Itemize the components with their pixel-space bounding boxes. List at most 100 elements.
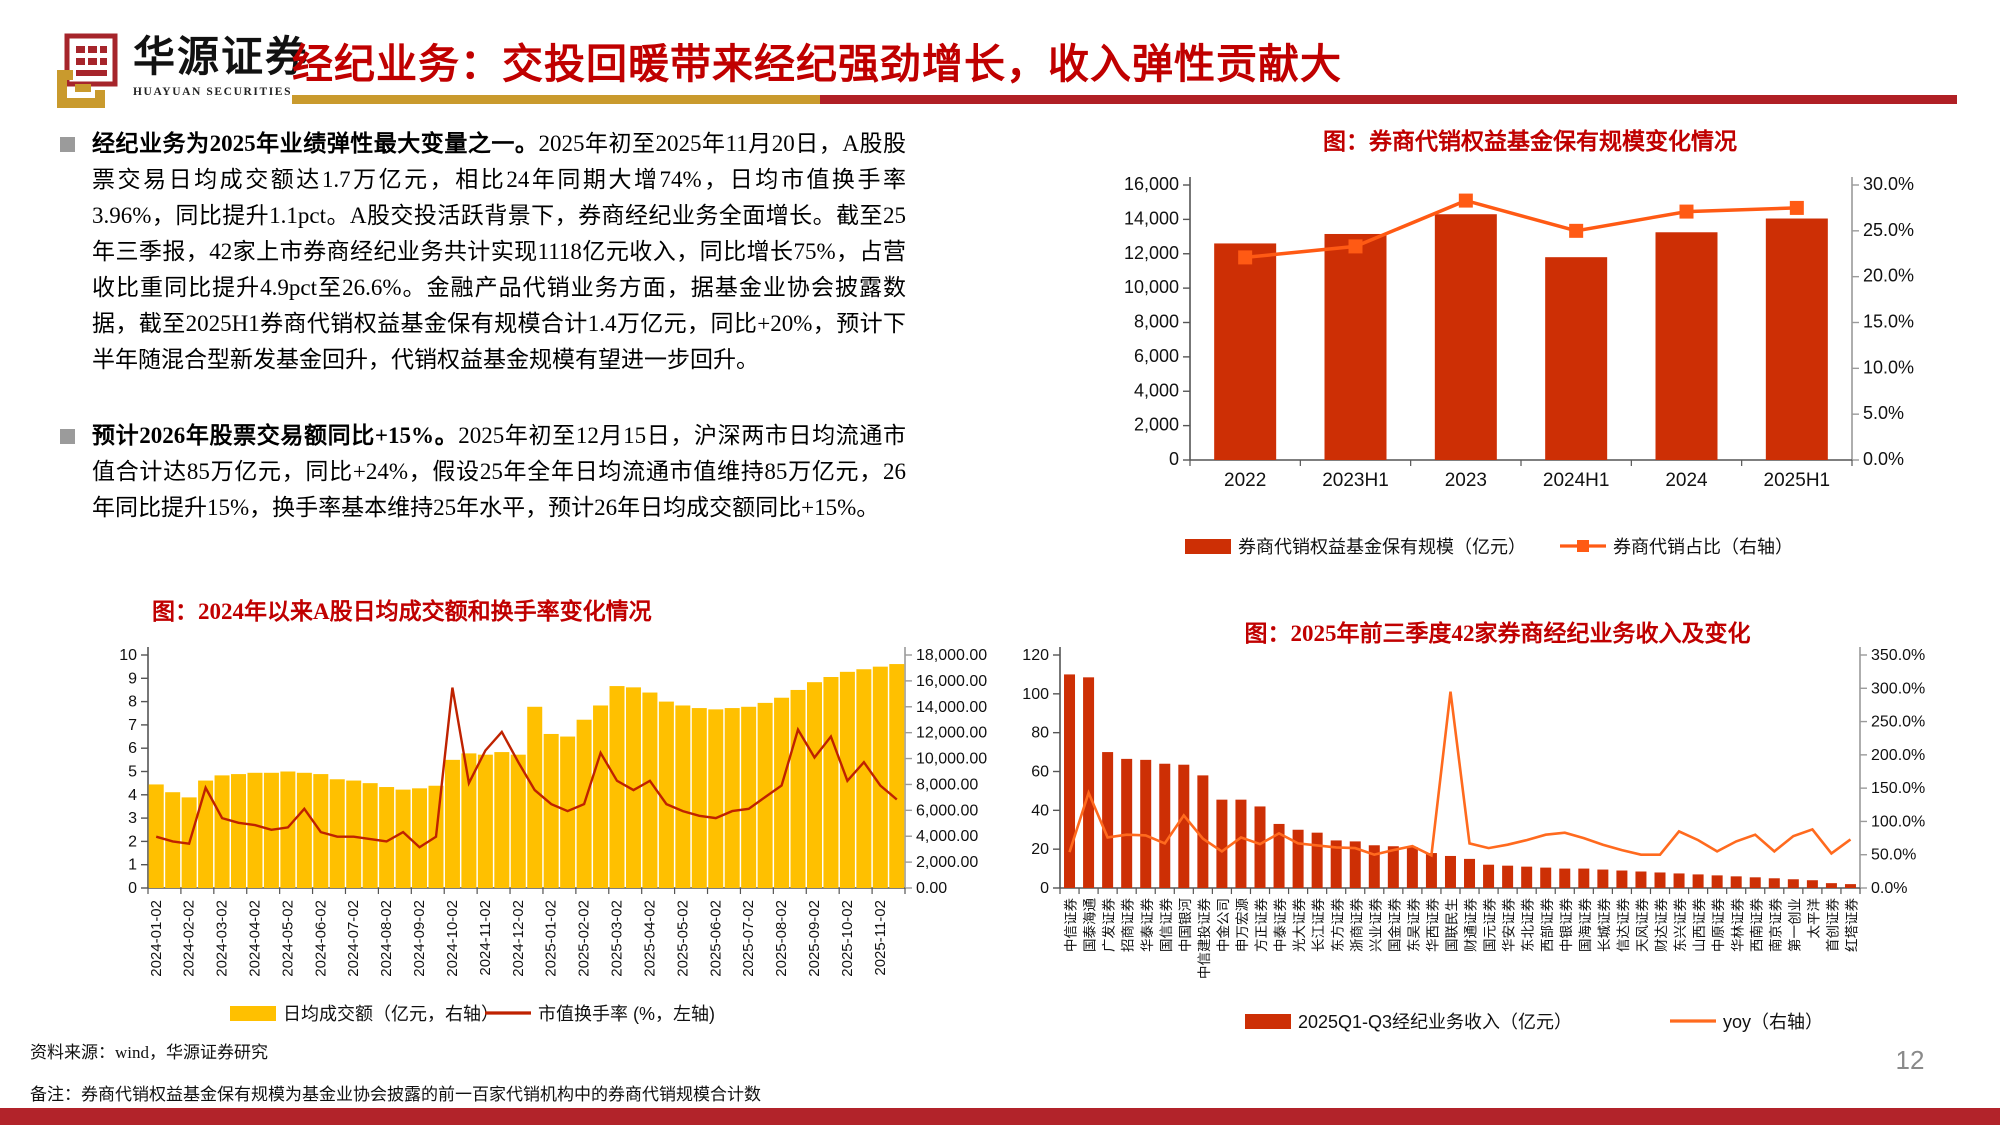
svg-text:信达证券: 信达证券 <box>1616 898 1631 952</box>
svg-text:日均成交额（亿元，右轴）: 日均成交额（亿元，右轴） <box>283 1004 499 1024</box>
svg-text:2022: 2022 <box>1224 470 1266 491</box>
svg-text:100.0%: 100.0% <box>1871 813 1925 830</box>
logo: 华源证券 HUAYUAN SECURITIES <box>55 32 309 108</box>
title-underline <box>292 95 1957 104</box>
svg-text:100: 100 <box>1022 686 1049 703</box>
svg-text:2,000.00: 2,000.00 <box>916 854 978 871</box>
bullet-item-1: 经纪业务为2025年业绩弹性最大变量之一。2025年初至2025年11月20日，… <box>60 126 906 378</box>
svg-text:16,000: 16,000 <box>1124 174 1179 194</box>
svg-text:申万宏源: 申万宏源 <box>1235 898 1250 952</box>
huayuan-logo-icon <box>57 33 118 108</box>
svg-text:2023: 2023 <box>1445 470 1487 491</box>
svg-text:2025-05-02: 2025-05-02 <box>674 900 691 977</box>
svg-text:6,000.00: 6,000.00 <box>916 802 978 819</box>
svg-text:2024-07-02: 2024-07-02 <box>345 900 362 977</box>
svg-text:yoy（右轴）: yoy（右轴） <box>1723 1012 1823 1032</box>
chart-fund-scale: 0 2,000 4,000 6,000 8,000 10,000 12,000 14,000 1… <box>1090 155 1970 585</box>
logo-title: 华源证券 <box>133 35 310 81</box>
svg-text:券商代销占比（右轴）: 券商代销占比（右轴） <box>1613 537 1793 557</box>
svg-text:80: 80 <box>1031 725 1049 742</box>
svg-text:国信证券: 国信证券 <box>1159 898 1174 952</box>
brokerage-legend: 2025Q1-Q3经纪业务收入（亿元） yoy（右轴） <box>1245 1012 1823 1032</box>
svg-text:2024-04-02: 2024-04-02 <box>246 900 263 977</box>
svg-text:华西证券: 华西证券 <box>1426 898 1441 952</box>
svg-text:2024-08-02: 2024-08-02 <box>378 900 395 977</box>
svg-text:中原证券: 中原证券 <box>1711 898 1726 952</box>
chart-brokerage: 0 20 40 60 80 100 120 0.0% 50.0% 100.0% 150.0% 200.… <box>1005 628 1990 1048</box>
svg-text:2025-09-02: 2025-09-02 <box>806 900 823 977</box>
svg-text:10.0%: 10.0% <box>1863 357 1914 377</box>
svg-text:0.00: 0.00 <box>916 880 947 897</box>
svg-text:300.0%: 300.0% <box>1871 680 1925 697</box>
svg-text:12,000: 12,000 <box>1124 243 1179 263</box>
svg-text:2025-01-02: 2025-01-02 <box>543 900 560 977</box>
svg-text:西部证券: 西部证券 <box>1540 898 1555 952</box>
svg-text:东兴证券: 东兴证券 <box>1673 898 1688 952</box>
footnote: 备注：券商代销权益基金保有规模为基金业协会披露的前一百家代销机构中的券商代销规模… <box>30 1085 761 1104</box>
svg-text:14,000.00: 14,000.00 <box>916 699 987 716</box>
svg-text:国元证券: 国元证券 <box>1483 898 1498 952</box>
svg-text:2024-05-02: 2024-05-02 <box>279 900 296 977</box>
brokerage-line <box>1068 691 1852 858</box>
svg-text:1: 1 <box>128 857 137 874</box>
svg-text:市值换手率 (%，左轴): 市值换手率 (%，左轴) <box>538 1004 715 1024</box>
svg-text:2024H1: 2024H1 <box>1543 470 1610 491</box>
svg-text:华安证券: 华安证券 <box>1502 898 1517 952</box>
svg-text:2024-12-02: 2024-12-02 <box>510 900 527 977</box>
svg-text:6: 6 <box>128 740 137 757</box>
svg-text:200.0%: 200.0% <box>1871 747 1925 764</box>
svg-text:15.0%: 15.0% <box>1863 312 1914 332</box>
svg-text:250.0%: 250.0% <box>1871 714 1925 731</box>
bullet-marker-icon <box>60 429 75 444</box>
svg-text:150.0%: 150.0% <box>1871 780 1925 797</box>
bullet-text-1: 经纪业务为2025年业绩弹性最大变量之一。2025年初至2025年11月20日，… <box>92 126 906 378</box>
fund-scale-bars <box>1214 214 1828 460</box>
bullet-text-2: 预计2026年股票交易额同比+15%。2025年初至12月15日，沪深两市日均流… <box>92 418 906 526</box>
svg-text:2025-08-02: 2025-08-02 <box>773 900 790 977</box>
page-title: 经纪业务：交投回暖带来经纪强劲增长，收入弹性贡献大 <box>292 41 1342 87</box>
svg-text:8,000.00: 8,000.00 <box>916 776 978 793</box>
svg-text:东吴证券: 东吴证券 <box>1406 898 1421 952</box>
svg-text:国海证券: 国海证券 <box>1578 898 1593 952</box>
svg-text:2024-10-02: 2024-10-02 <box>444 900 461 977</box>
svg-text:中银证券: 中银证券 <box>1559 898 1574 952</box>
svg-text:东方证券: 东方证券 <box>1330 898 1345 952</box>
svg-text:西南证券: 西南证券 <box>1749 898 1764 952</box>
svg-text:山西证券: 山西证券 <box>1692 898 1707 952</box>
bullet-item-2: 预计2026年股票交易额同比+15%。2025年初至12月15日，沪深两市日均流… <box>60 418 906 526</box>
svg-text:2024: 2024 <box>1665 470 1708 491</box>
svg-text:第一创业: 第一创业 <box>1786 898 1802 952</box>
svg-text:2025Q1-Q3经纪业务收入（亿元）: 2025Q1-Q3经纪业务收入（亿元） <box>1298 1012 1572 1032</box>
svg-text:9: 9 <box>128 670 137 687</box>
chart-title-brokerage: 图：2025年前三季度42家券商经纪业务收入及变化 <box>1244 621 1751 646</box>
svg-text:2025-04-02: 2025-04-02 <box>641 900 658 977</box>
svg-text:华林证券: 华林证券 <box>1730 898 1745 952</box>
svg-text:2024-09-02: 2024-09-02 <box>411 900 428 977</box>
svg-text:120: 120 <box>1022 647 1049 664</box>
svg-text:2023H1: 2023H1 <box>1322 470 1389 491</box>
svg-text:红塔证券: 红塔证券 <box>1845 898 1860 952</box>
bullet-list: 经纪业务为2025年业绩弹性最大变量之一。2025年初至2025年11月20日，… <box>60 126 906 566</box>
svg-text:8,000: 8,000 <box>1134 312 1179 332</box>
title-underline-gold <box>292 95 820 104</box>
bullet-lead-1: 经纪业务为2025年业绩弹性最大变量之一。 <box>92 131 539 156</box>
svg-text:50.0%: 50.0% <box>1871 847 1916 864</box>
svg-text:2025-02-02: 2025-02-02 <box>576 900 593 977</box>
svg-text:18,000.00: 18,000.00 <box>916 647 987 664</box>
svg-text:7: 7 <box>128 717 137 734</box>
svg-text:5: 5 <box>128 764 137 781</box>
svg-text:4,000: 4,000 <box>1134 380 1179 400</box>
svg-text:中国银河: 中国银河 <box>1178 898 1193 952</box>
svg-text:0.0%: 0.0% <box>1871 880 1907 897</box>
svg-text:6,000: 6,000 <box>1134 346 1179 366</box>
svg-text:国泰海通: 国泰海通 <box>1083 898 1098 952</box>
svg-text:10,000.00: 10,000.00 <box>916 751 987 768</box>
svg-text:天风证券: 天风证券 <box>1635 898 1650 952</box>
svg-text:长江证券: 长江证券 <box>1311 898 1326 952</box>
turnover-bars <box>148 664 905 888</box>
svg-text:0: 0 <box>1040 880 1049 897</box>
bullet-lead-2: 预计2026年股票交易额同比+15%。 <box>92 423 459 448</box>
svg-text:2025-11-02: 2025-11-02 <box>872 900 889 976</box>
logo-subtitle: HUAYUAN SECURITIES <box>133 86 293 98</box>
